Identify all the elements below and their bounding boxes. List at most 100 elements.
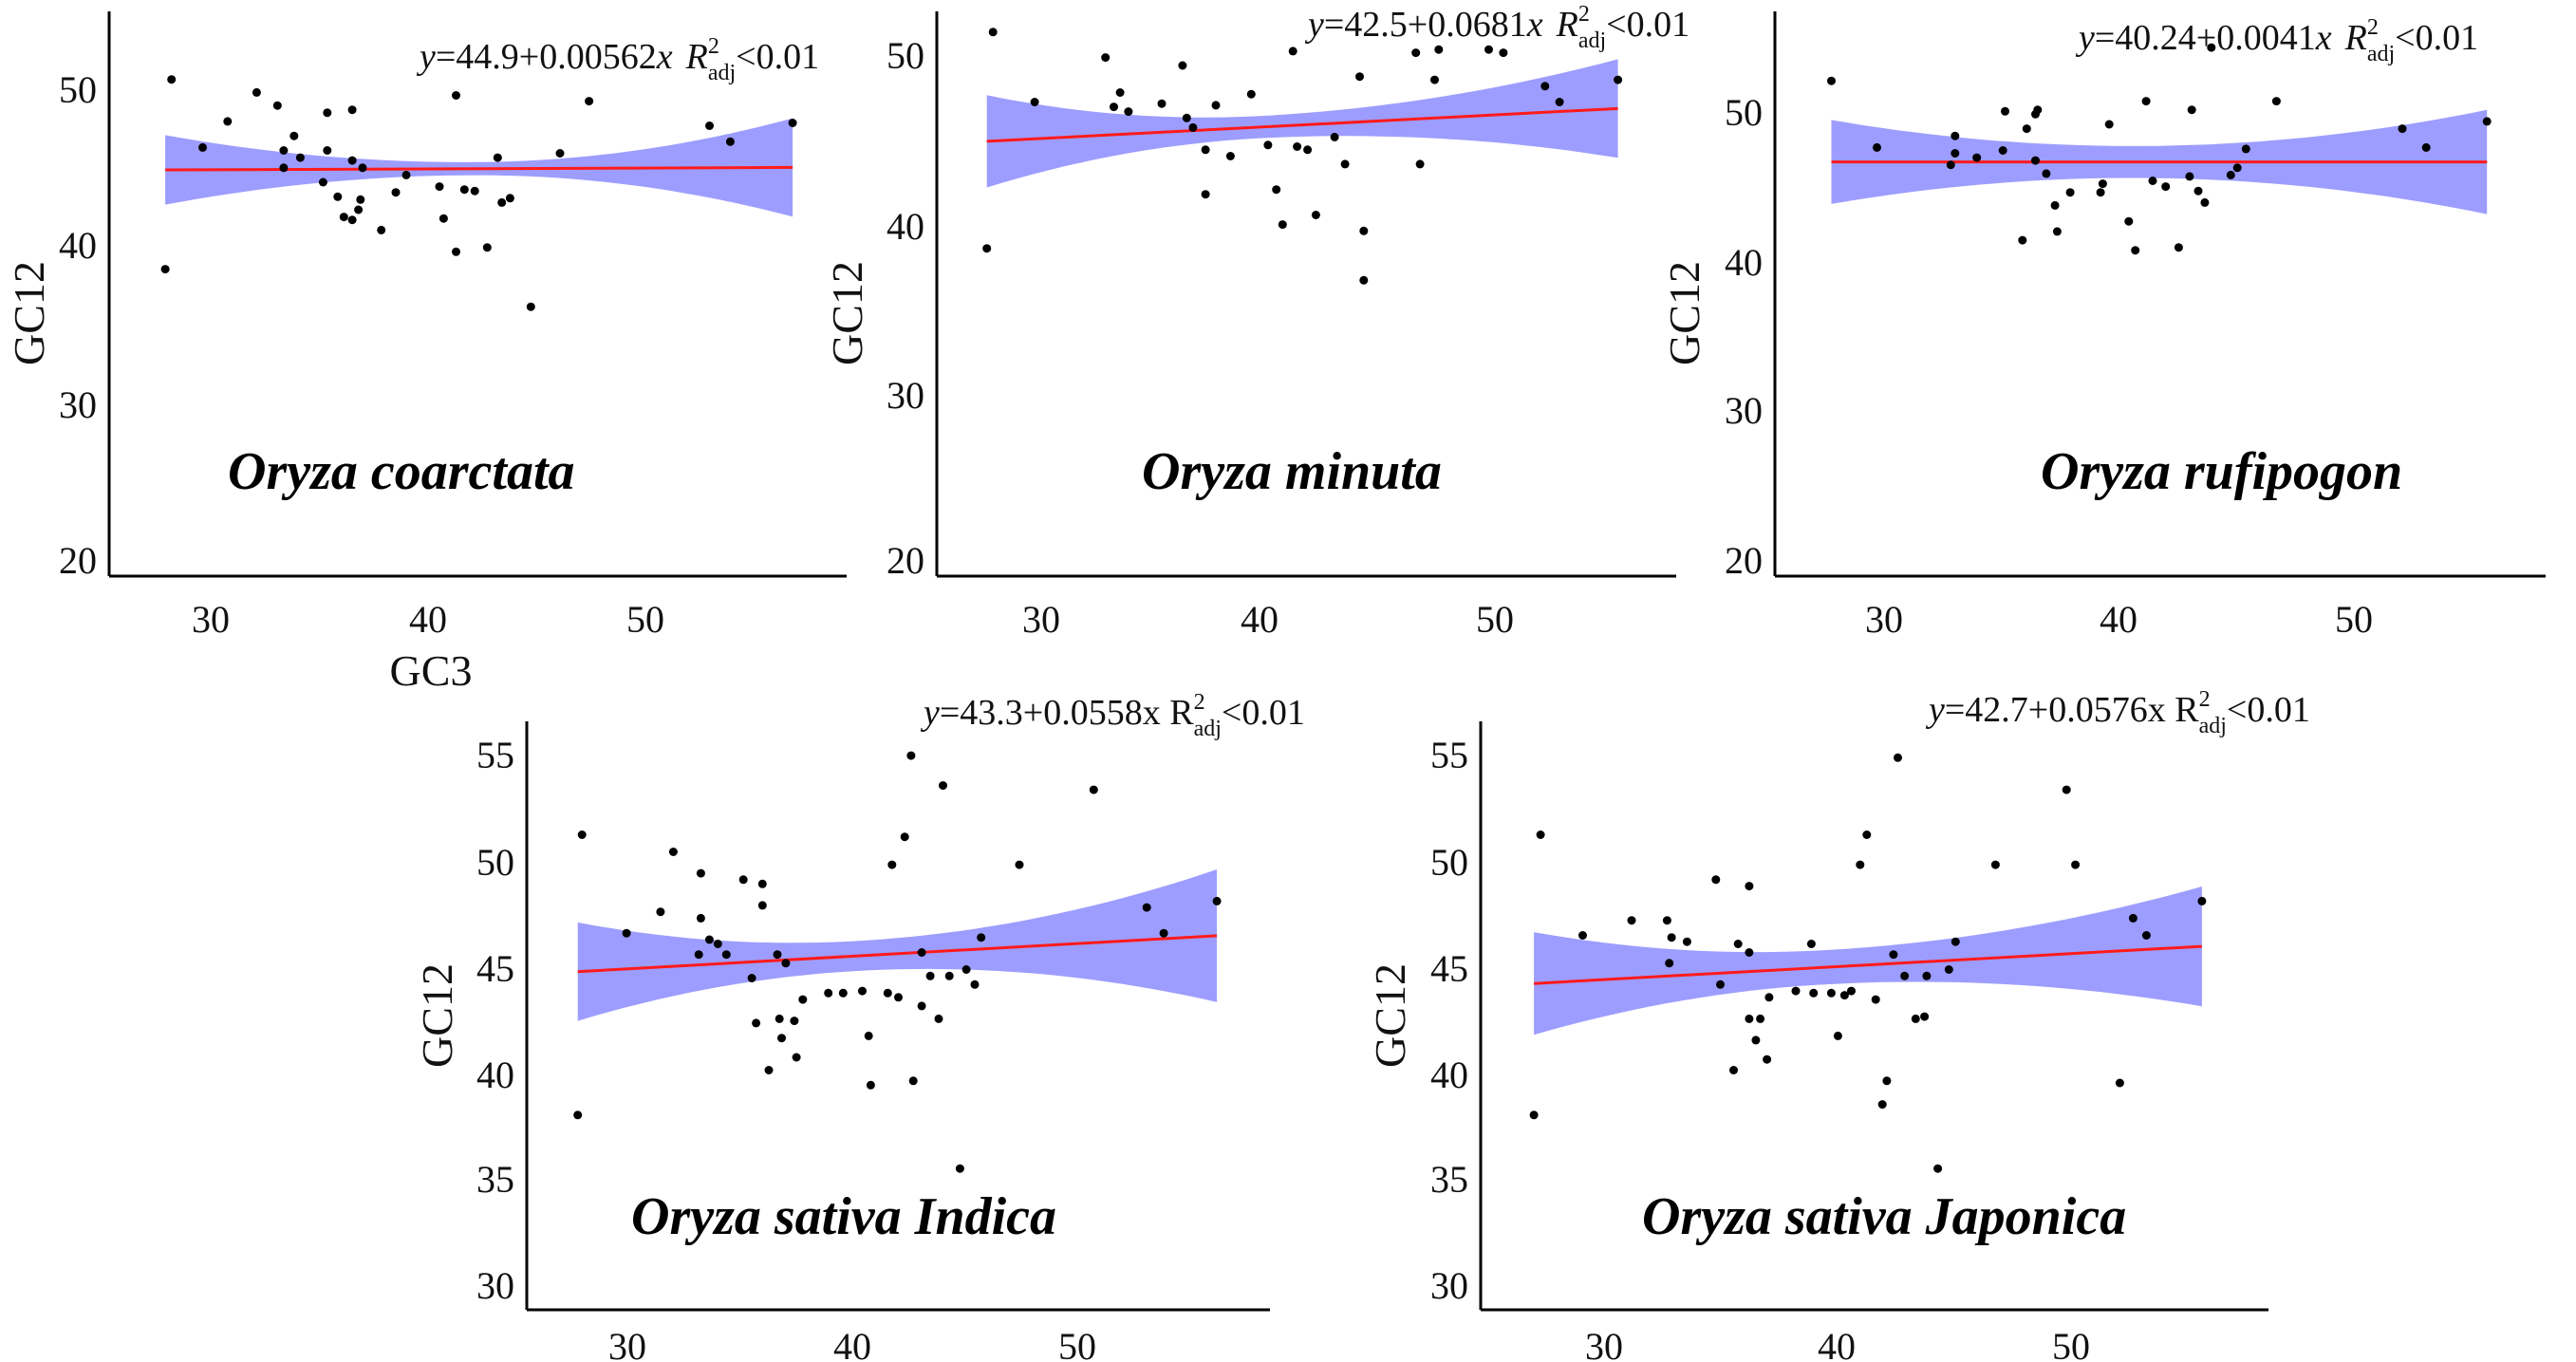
y-tick-label: 35 [476,1158,514,1201]
data-point [988,28,998,37]
data-point [439,214,448,223]
data-point [775,1014,784,1023]
data-point [1951,131,1960,140]
data-point [1946,160,1955,170]
data-point [1293,142,1302,151]
y-tick-label: 50 [887,34,924,77]
data-point [2124,216,2134,226]
data-point [1998,146,2007,155]
data-point [1911,1014,1920,1023]
data-point [622,928,631,938]
data-point [1826,988,1836,998]
data-point [2052,227,2062,236]
y-axis-title: GC12 [1366,963,1414,1068]
x-tick-label: 50 [2335,598,2373,641]
data-point [668,848,678,856]
data-point [2200,197,2210,207]
data-point [1951,149,1960,158]
data-point [858,986,867,996]
data-point [555,149,565,158]
data-point [1665,959,1674,968]
data-point [883,988,892,998]
data-point [747,974,756,982]
x-tick-label: 50 [1476,598,1514,641]
data-point [1359,275,1369,285]
data-point [2022,124,2031,134]
data-point [1764,993,1774,1002]
data-point [377,225,386,234]
x-tick-label: 50 [1058,1325,1096,1362]
chart-japonica: 30 40 50 55 50 45 40 35 30 GC12 Oryza sa… [1366,687,2310,1362]
data-point [452,247,460,256]
data-point [2271,97,2281,106]
data-point [1729,1066,1738,1074]
data-point [1529,1110,1539,1120]
data-point [160,265,170,274]
data-point [694,950,703,960]
regression-line [577,934,1218,974]
regression-line [986,106,1618,143]
data-point [939,781,947,791]
data-point [2071,860,2081,869]
data-point [713,940,722,948]
data-point [1862,830,1872,839]
y-tick-label: 45 [1430,947,1468,990]
data-point [493,153,502,162]
data-point [1871,995,1880,1004]
confidence-band [986,59,1618,188]
data-point [1201,190,1210,199]
chart-minuta: 30 40 50 50 40 30 20 GC12 Oryza minuta y… [823,2,1689,641]
data-point [970,980,980,989]
y-tick-label: 30 [59,383,97,426]
data-point [289,131,299,140]
data-point [777,1034,786,1043]
data-point [1115,88,1125,97]
data-point [323,108,332,118]
data-point [2128,913,2137,923]
data-point [1540,82,1550,91]
data-point [2062,785,2071,794]
regression-line [1534,944,2202,985]
data-point [704,935,714,944]
data-point [1990,860,2000,869]
y-tick-label: 35 [1430,1158,1468,1201]
data-point [1415,159,1425,169]
data-point [2096,188,2105,197]
y-tick-label: 40 [887,205,924,248]
data-point [1745,1014,1754,1023]
data-point [2174,243,2183,252]
x-tick-label: 50 [2052,1325,2090,1362]
data-point [2018,235,2027,245]
data-point [1330,132,1339,141]
data-point [1856,860,1865,869]
data-point [925,971,935,980]
data-point [725,137,735,146]
data-point [1499,48,1508,58]
data-point [1536,830,1545,839]
data-point [1951,937,1960,946]
data-point [1889,950,1898,960]
data-point [482,243,492,252]
data-point [1614,75,1623,84]
data-point [1101,53,1111,63]
data-point [435,182,444,192]
data-point [1933,1164,1943,1173]
data-point [2241,144,2250,154]
data-point [1015,860,1024,869]
chart-indica: 30 40 50 55 50 45 40 35 30 GC12 Oryza sa… [413,690,1305,1362]
data-point [1430,75,1439,84]
data-point [347,215,357,225]
y-tick-label: 30 [1430,1264,1468,1307]
data-point [452,91,460,100]
data-point [1839,991,1849,1000]
data-point [279,163,289,173]
data-point [917,948,926,957]
data-point [1278,220,1287,230]
data-point [1030,98,1039,106]
data-point [955,1164,964,1173]
data-point [223,117,233,126]
species-title: Oryza sativa Indica [631,1187,1056,1246]
x-tick-label: 30 [1585,1325,1623,1362]
data-point [1434,45,1444,54]
data-point [944,971,954,980]
